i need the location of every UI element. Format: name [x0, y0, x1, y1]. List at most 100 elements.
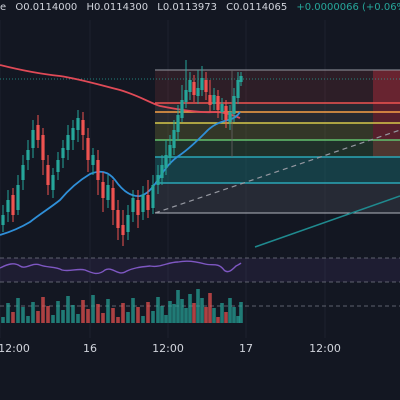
candle [146, 180, 150, 218]
candle [116, 200, 120, 240]
change-value: +0.0000066 (+0.06%) [296, 2, 400, 13]
volume-bar [156, 297, 160, 323]
candle [232, 88, 236, 122]
candle [21, 155, 25, 190]
fib-zone-top [155, 70, 400, 103]
volume-bar [160, 306, 164, 323]
volume-bar [224, 312, 228, 323]
ema-long-line [0, 64, 241, 119]
volume-bar [168, 301, 172, 323]
rsi-line [0, 260, 242, 275]
fib-trend-dashed [154, 129, 400, 214]
candle [160, 155, 164, 185]
candle [81, 112, 85, 150]
candle [131, 190, 135, 222]
volume-bars [1, 289, 243, 323]
fib-zone-lower [155, 183, 400, 213]
candle [96, 150, 100, 195]
candle [196, 70, 200, 104]
volume-bar [184, 308, 188, 323]
volume-bar [76, 314, 80, 323]
volume-bar [216, 317, 220, 323]
candle [168, 135, 172, 165]
volume-bar [96, 304, 100, 323]
volume-bar [31, 302, 35, 323]
volume-bar [11, 312, 15, 323]
candle [11, 188, 15, 222]
fibonacci-retracement-icon[interactable] [154, 69, 400, 214]
open-value: O0.0114000 [15, 2, 78, 13]
volume-bar [208, 293, 212, 323]
volume-bar [21, 307, 25, 323]
fib-zone-right [373, 70, 400, 157]
candle [204, 72, 208, 100]
volume-bar [200, 298, 204, 323]
candle [121, 210, 125, 246]
volume-bar [236, 316, 240, 323]
candle [31, 120, 35, 158]
volume-bar [36, 311, 40, 323]
candlestick-series[interactable] [1, 60, 243, 246]
candle [91, 148, 95, 175]
candle [26, 140, 30, 170]
candle [192, 75, 196, 102]
time-label: 12:00 [309, 342, 341, 355]
volume-bar [51, 315, 55, 323]
volume-bar [71, 305, 75, 323]
candle [239, 72, 243, 86]
candle [101, 172, 105, 212]
fib-zone-gray [155, 103, 373, 123]
fib-zone-olive [155, 123, 373, 140]
volume-bar [81, 300, 85, 323]
ema-short-line [0, 111, 241, 236]
candle [111, 180, 115, 225]
candle [86, 128, 90, 172]
volume-bar [111, 308, 115, 323]
candle [141, 186, 145, 220]
volume-bar [176, 290, 180, 323]
candle [188, 72, 192, 100]
candle [176, 105, 180, 140]
ohlc-legend: e O0.0114000 H0.0114300 L0.0113973 C0.01… [0, 2, 400, 18]
volume-bar [151, 311, 155, 323]
candle [106, 175, 110, 208]
candle [1, 205, 5, 232]
volume-bar [1, 317, 5, 323]
candle [46, 155, 50, 195]
candle [6, 190, 10, 222]
volume-bar [228, 298, 232, 323]
volume-bar [192, 303, 196, 323]
rsi-pane[interactable] [0, 257, 400, 283]
volume-bar [188, 294, 192, 323]
candle [156, 165, 160, 194]
candle [71, 120, 75, 150]
candle [76, 110, 80, 142]
candle [200, 66, 204, 96]
volume-bar [141, 316, 145, 323]
time-label: 17 [239, 342, 253, 355]
fib-zone-teal [155, 157, 400, 183]
candle [126, 205, 130, 240]
volume-bar [86, 309, 90, 323]
candle [228, 105, 232, 130]
candle [16, 175, 20, 215]
fib-zone-green [155, 140, 400, 157]
time-label: 12:00 [0, 342, 30, 355]
volume-bar [146, 302, 150, 323]
volume-bar [46, 306, 50, 323]
volume-bar [91, 295, 95, 323]
candle [224, 100, 228, 128]
time-axis[interactable]: 12:00 16 12:00 17 12:00 [0, 338, 400, 358]
volume-pane[interactable] [0, 289, 400, 323]
time-label: 12:00 [152, 342, 184, 355]
candle [220, 98, 224, 120]
vertical-grid [0, 20, 326, 338]
volume-bar [126, 312, 130, 323]
trend-line-icon[interactable] [254, 195, 400, 248]
volume-bar [204, 307, 208, 323]
volume-bar [66, 296, 70, 323]
volume-bar [61, 310, 65, 323]
time-label: 16 [83, 342, 97, 355]
